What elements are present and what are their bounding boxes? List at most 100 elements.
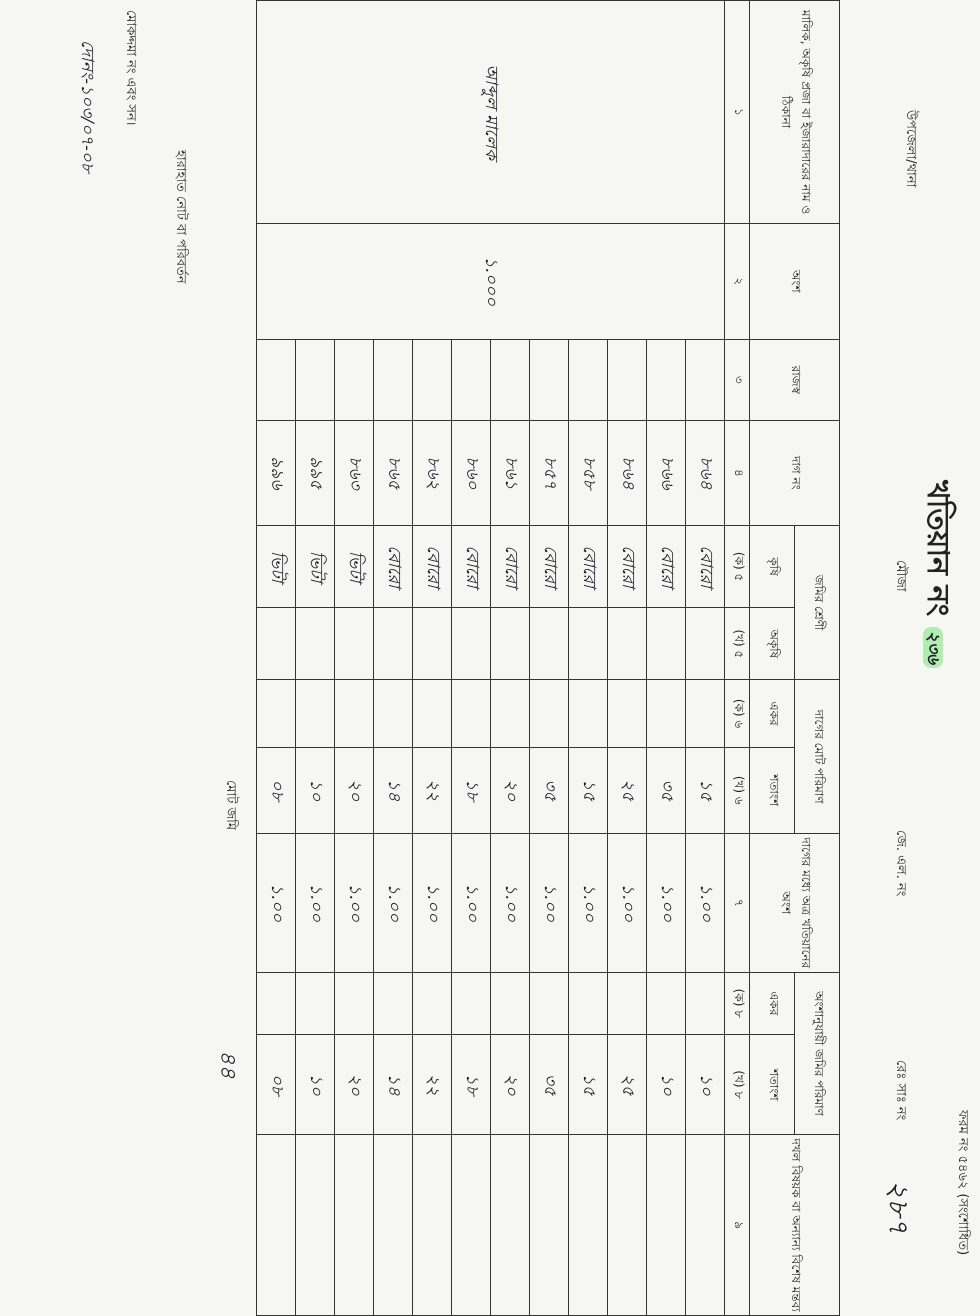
group-header: অংশানুযায়ী জমির পরিমাণ (794, 972, 840, 1135)
empty-cell (685, 339, 725, 421)
land-class: বোরো (451, 525, 491, 608)
empty-cell (295, 339, 335, 421)
empty-cell (685, 607, 725, 680)
empty-cell (529, 679, 569, 748)
plot-number: ৮৫৭ (529, 420, 569, 526)
plot-share: ১.০০ (373, 833, 413, 973)
empty-cell (334, 607, 374, 680)
plot-area: ১৫ (685, 747, 725, 834)
plot-number: ৮৬১ (490, 420, 530, 526)
empty-cell (685, 1134, 725, 1316)
jl-label: জে. এল. নং (893, 830, 908, 897)
column-number: (ক) ৬ (724, 679, 750, 748)
plot-number: ৮৬৪ (685, 420, 725, 526)
khatian-number: ২৩৬ (923, 626, 943, 668)
page-number: ২৮৭ (882, 1180, 915, 1235)
column-number: (খ) ৫ (724, 607, 750, 680)
empty-cell (334, 339, 374, 421)
empty-cell (295, 972, 335, 1035)
empty-cell (607, 607, 647, 680)
plot-share: ১.০০ (490, 833, 530, 973)
empty-cell (607, 1134, 647, 1316)
empty-cell (412, 1134, 452, 1316)
column-header: একর (749, 972, 795, 1035)
plot-number: ৮৬২ (412, 420, 452, 526)
column-header: রাজস্ব (749, 339, 840, 421)
empty-cell (451, 972, 491, 1035)
column-number: (খ) ৬ (724, 747, 750, 834)
empty-cell (373, 1134, 413, 1316)
plot-share: ১.০০ (412, 833, 452, 973)
empty-cell (490, 1134, 530, 1316)
plot-number: ৯৯৫ (295, 420, 335, 526)
empty-cell (646, 972, 686, 1035)
empty-cell (256, 339, 296, 421)
column-number: ৩ (724, 339, 750, 421)
empty-cell (256, 607, 296, 680)
empty-cell (373, 339, 413, 421)
share-area: ১০ (646, 1034, 686, 1135)
column-number: (খ) ৮ (724, 1034, 750, 1135)
share: ১.০০০ (256, 223, 725, 340)
empty-cell (256, 972, 296, 1035)
share-area: ১৪ (373, 1034, 413, 1135)
plot-number: ৮৬৩ (334, 420, 374, 526)
empty-cell (295, 679, 335, 748)
title: খতিয়ান নং ২৩৬ (911, 480, 962, 668)
empty-cell (334, 679, 374, 748)
empty-cell (529, 972, 569, 1035)
empty-cell (529, 339, 569, 421)
column-number: ৯ (724, 1134, 750, 1316)
column-header: মালিক, অকৃষি প্রজা বা ইজারাদারের নাম ও ঠ… (749, 0, 840, 224)
form-number: ফরম নং ৫৪৬২ (সংশোধিত) (955, 1110, 970, 1256)
plot-share: ১.০০ (295, 833, 335, 973)
empty-cell (490, 607, 530, 680)
plot-share: ১.০০ (451, 833, 491, 973)
land-class: বোরো (607, 525, 647, 608)
plot-area: ১৫ (568, 747, 608, 834)
share-area: ১০ (295, 1034, 335, 1135)
plot-number: ৮৫৮ (568, 420, 608, 526)
column-header: দখল বিষয়ক বা অন্যান্য বিশেষ মন্তব্য (749, 1134, 840, 1316)
owner: আব্দুল মালেক (256, 0, 725, 224)
plot-area: ৩৫ (646, 747, 686, 834)
plot-number: ৮৬৬ (646, 420, 686, 526)
empty-cell (529, 607, 569, 680)
empty-cell (568, 679, 608, 748)
plot-area: ১৪ (373, 747, 413, 834)
empty-cell (256, 1134, 296, 1316)
share-area: ২০ (334, 1034, 374, 1135)
plot-area: ১০ (295, 747, 335, 834)
plot-number: ৮৬৪ (607, 420, 647, 526)
plot-share: ১.০০ (568, 833, 608, 973)
empty-cell (529, 1134, 569, 1316)
plot-share: ১.০০ (685, 833, 725, 973)
case-label: মোকদ্দমা নং এবং সন। (123, 10, 138, 126)
header-row: মালিক, অকৃষি প্রজা বা ইজারাদারের নাম ও ঠ… (749, 0, 840, 1316)
empty-cell (490, 972, 530, 1035)
share-area: ২০ (490, 1034, 530, 1135)
khatian-table: মালিক, অকৃষি প্রজা বা ইজারাদারের নাম ও ঠ… (256, 0, 840, 1316)
empty-cell (607, 339, 647, 421)
empty-cell (412, 972, 452, 1035)
empty-cell (412, 679, 452, 748)
column-header: দাগের মধ্যে অত্র খতিয়ানের অংশ (749, 833, 840, 973)
group-header: জমির শ্রেণী (794, 525, 840, 680)
empty-cell (685, 972, 725, 1035)
change-label: হারাহাত নোট বা পরিবর্তন (173, 150, 188, 284)
upazila-label: উপজেলা/থানা (903, 110, 918, 188)
land-class: বোরো (412, 525, 452, 608)
empty-cell (451, 1134, 491, 1316)
plot-area: ১৮ (451, 747, 491, 834)
mouza-label: মৌজা (893, 560, 908, 592)
empty-cell (568, 1134, 608, 1316)
group-header: দাগের মোট পরিমাণ (794, 679, 840, 834)
plot-area: ২৫ (607, 747, 647, 834)
plot-share: ১.০০ (646, 833, 686, 973)
land-class: বোরো (685, 525, 725, 608)
empty-cell (256, 679, 296, 748)
column-header: অংশ (749, 223, 840, 340)
column-number: ৪ (724, 420, 750, 526)
share-area: ২৫ (607, 1034, 647, 1135)
plot-share: ১.০০ (334, 833, 374, 973)
